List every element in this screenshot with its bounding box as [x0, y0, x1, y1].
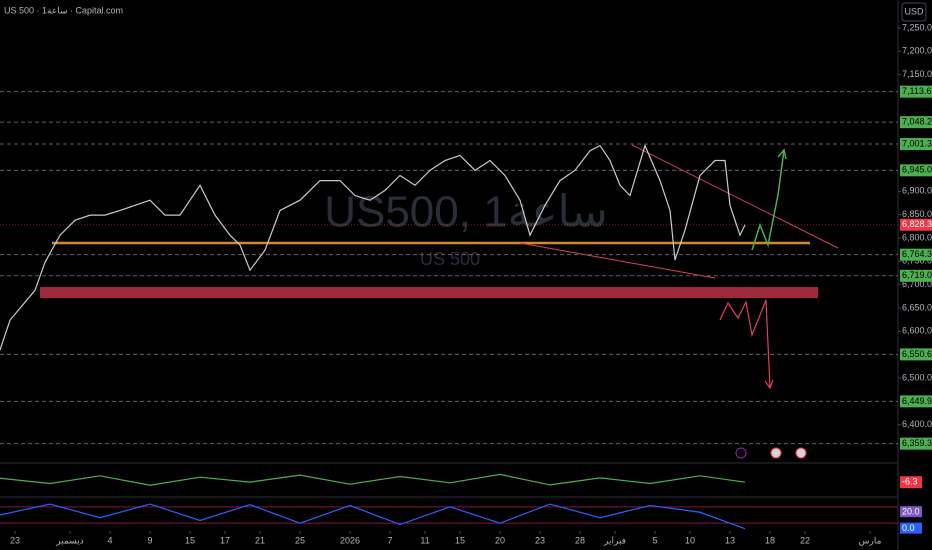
y-tick-label: 6,850.0 [902, 209, 932, 219]
last-price-tag [900, 218, 932, 231]
y-tick-label: 6,900.0 [902, 186, 932, 196]
level-label: 7,113.6 [902, 86, 931, 96]
level-label: 6,945.0 [902, 165, 932, 175]
currency-box [901, 2, 927, 22]
y-tick-label: 7,150.0 [902, 69, 932, 79]
last-value-label: 0.0 [902, 523, 915, 533]
arrow-head [764, 379, 774, 390]
x-tick-label: 2026 [340, 535, 360, 545]
x-tick-label: 28 [575, 535, 585, 545]
event-icon[interactable] [770, 447, 782, 459]
x-tick-label: 5 [652, 535, 657, 545]
x-tick-label: 18 [765, 535, 775, 545]
y-tick-label: 6,750.0 [902, 256, 932, 266]
last-value-tag [900, 506, 922, 518]
x-tick-label: فبراير [603, 535, 626, 546]
bullish-path [751, 149, 785, 251]
x-tick-label: 23 [10, 535, 20, 545]
x-tick-label: 20 [495, 535, 505, 545]
last-value-tag [900, 522, 922, 534]
level-tag [900, 116, 932, 129]
x-tick-label: 17 [220, 535, 230, 545]
level-tag [900, 164, 932, 177]
event-icon[interactable] [735, 447, 747, 459]
y-tick-label: 6,500.0 [902, 372, 932, 382]
y-tick-label: 7,200.0 [902, 46, 932, 56]
x-tick-label: مارس [859, 535, 882, 546]
last-value-label: 20.0 [902, 507, 920, 517]
x-tick-label: 13 [725, 535, 735, 545]
x-tick-label: 10 [685, 535, 695, 545]
level-tag [900, 138, 932, 151]
price-line [0, 473, 746, 486]
level-tag [900, 395, 932, 408]
x-tick-label: 25 [295, 535, 305, 545]
level-label: 6,449.9 [902, 396, 932, 406]
bearish-path [719, 299, 771, 389]
x-tick-label: ديسمبر [55, 535, 83, 546]
y-tick-label: 6,800.0 [902, 232, 932, 242]
watermark: US500, 1ساعة [324, 188, 608, 237]
x-tick-label: 7 [387, 535, 392, 545]
level-label: 7,001.3 [902, 138, 932, 148]
level-tag [900, 269, 932, 282]
level-label: 6,359.3 [902, 438, 932, 448]
x-tick-label: 22 [800, 535, 810, 545]
x-tick-label: 23 [535, 535, 545, 545]
x-tick-label: 15 [455, 535, 465, 545]
watermark-sub: US 500 [420, 249, 480, 269]
level-label: 6,764.3 [902, 249, 932, 259]
currency: USD [904, 6, 924, 16]
price-line [0, 503, 746, 530]
symbol-line: US 500 · 1ساعة · Capital.com [4, 5, 123, 15]
last-price-label: 6,828.3 [902, 219, 932, 229]
x-tick-label: 11 [420, 535, 429, 545]
level-tag [900, 437, 932, 450]
y-tick-label: 6,700.0 [902, 279, 932, 289]
trend-line [631, 144, 839, 249]
last-value-tag [900, 476, 922, 489]
y-tick-label: 7,250.0 [902, 22, 932, 32]
event-icon[interactable] [795, 447, 807, 459]
supply-zone [40, 287, 818, 298]
level-label: 7,048.2 [902, 117, 932, 127]
y-tick-label: 6,600.0 [902, 326, 932, 336]
level-label: 6,550.6 [902, 349, 932, 359]
level-tag [900, 85, 932, 98]
x-tick-label: 9 [147, 535, 152, 545]
level-tag [900, 348, 932, 361]
x-tick-label: 4 [107, 535, 112, 545]
trend-line [519, 242, 716, 279]
last-value-label: -6.3 [902, 477, 918, 487]
level-tag [900, 248, 932, 261]
y-tick-label: 6,650.0 [902, 302, 932, 312]
x-tick-label: 15 [185, 535, 195, 545]
y-tick-label: 6,400.0 [902, 419, 932, 429]
x-tick-label: 21 [255, 535, 265, 545]
price-line [0, 143, 746, 351]
arrow-head [777, 148, 787, 160]
level-label: 6,719.0 [902, 270, 932, 280]
drawings [40, 144, 839, 459]
